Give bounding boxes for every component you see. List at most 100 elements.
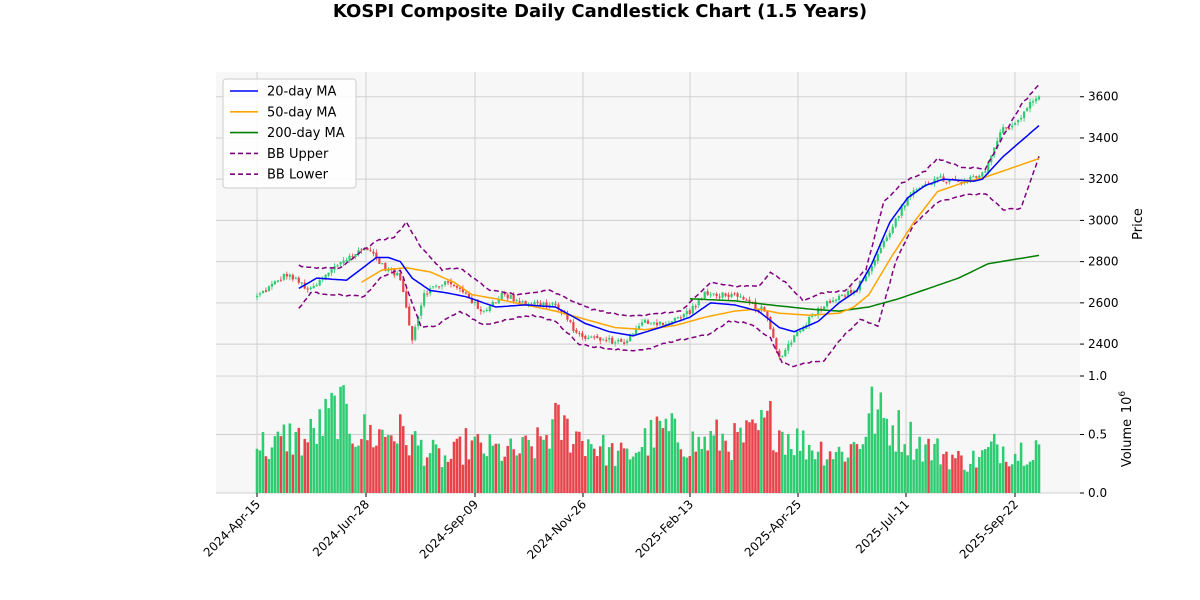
candle-body (509, 295, 512, 299)
bb-lower-line (298, 156, 1040, 368)
candle-body (643, 319, 647, 323)
volume-bar (372, 447, 375, 493)
volume-bar (813, 459, 817, 493)
candle-body (879, 247, 882, 254)
candle-body (300, 282, 303, 284)
candle-body (825, 300, 829, 307)
volume-bar (661, 428, 665, 493)
candle-body (270, 283, 274, 287)
volume-bar (545, 435, 548, 493)
volume-bar (1031, 460, 1035, 493)
price-tick-label: 3000 (1088, 213, 1119, 227)
candle-body (748, 299, 751, 302)
volume-bar (784, 454, 787, 493)
candle-body (1017, 119, 1020, 123)
volume-bar (342, 385, 345, 493)
candle-body (623, 342, 626, 344)
candle-body (921, 185, 924, 188)
volume-bar (303, 438, 307, 493)
candle-body (515, 300, 518, 302)
candle-body (936, 177, 939, 180)
volume-bar (891, 425, 895, 493)
volume-bar (825, 459, 829, 493)
volume-bar (554, 402, 557, 493)
volume-bar (619, 442, 623, 493)
candle-body (811, 315, 814, 317)
candle-body (999, 132, 1002, 142)
candle-body (712, 293, 715, 295)
candle-body (315, 285, 318, 287)
volume-bar (613, 465, 617, 493)
volume-bar (518, 453, 521, 493)
candle-body (375, 252, 378, 259)
candle-body (1031, 101, 1035, 103)
volume-bar (933, 443, 936, 493)
volume-bar (882, 417, 886, 493)
volume-bar (1022, 465, 1026, 493)
candle-body (318, 279, 321, 286)
volume-bar (846, 457, 850, 493)
volume-bar (700, 448, 703, 493)
candle-body (849, 290, 853, 293)
volume-bar (575, 431, 578, 493)
volume-bar (763, 417, 766, 493)
volume-bar (381, 429, 384, 493)
volume-bar (787, 433, 790, 493)
candle-body (437, 286, 441, 288)
volume-bar (921, 461, 924, 493)
volume-bar (733, 423, 736, 493)
volume-bar (879, 392, 883, 493)
date-tick-label: 2025-Apr-25 (742, 497, 804, 559)
volume-bar (497, 443, 501, 493)
volume-bar (628, 459, 632, 493)
volume-bar (894, 451, 898, 493)
volume-bar (593, 448, 596, 493)
volume-bar (607, 447, 611, 493)
volume-bar (273, 436, 277, 493)
volume-bar (500, 460, 504, 493)
volume-bar (870, 386, 874, 493)
price-tick-label: 2400 (1088, 337, 1119, 351)
candle-body (545, 302, 548, 307)
volume-bar (479, 442, 483, 493)
candle-body (357, 250, 360, 255)
candle-body (578, 332, 581, 334)
volume-bar (670, 413, 674, 493)
candle-body (673, 318, 676, 322)
candle-body (658, 321, 662, 325)
chart-title: KOSPI Composite Daily Candlestick Chart … (332, 1, 868, 22)
candle-body (631, 333, 635, 335)
volume-bar (443, 455, 447, 493)
volume-bar (995, 444, 999, 493)
volume-bar (557, 404, 560, 493)
candle-body (930, 183, 933, 186)
volume-bar (957, 450, 960, 493)
candle-body (996, 140, 999, 149)
volume-bar (616, 450, 620, 493)
volume-bar (416, 445, 420, 493)
candle-body (640, 322, 644, 326)
volume-bar (1034, 440, 1038, 493)
candle-body (324, 274, 327, 280)
volume-bar (315, 443, 318, 493)
volume-bar (470, 440, 474, 493)
volume-bar (646, 455, 650, 493)
price-tick-label: 3200 (1088, 172, 1119, 186)
volume-bar (297, 427, 301, 493)
volume-bar (772, 450, 775, 493)
volume-bar (515, 455, 518, 493)
volume-bar (754, 423, 757, 493)
volume-bar (643, 428, 647, 493)
candle-body (837, 295, 841, 300)
candle-body (649, 323, 653, 325)
candle-body (808, 316, 811, 326)
candle-body (793, 335, 796, 343)
volume-bar (306, 442, 310, 493)
volume-bar (998, 463, 1002, 493)
candle-body (512, 294, 515, 302)
candle-body (733, 293, 736, 295)
candle-body (739, 296, 742, 298)
volume-bar (452, 441, 456, 493)
volume-bar (751, 419, 754, 493)
